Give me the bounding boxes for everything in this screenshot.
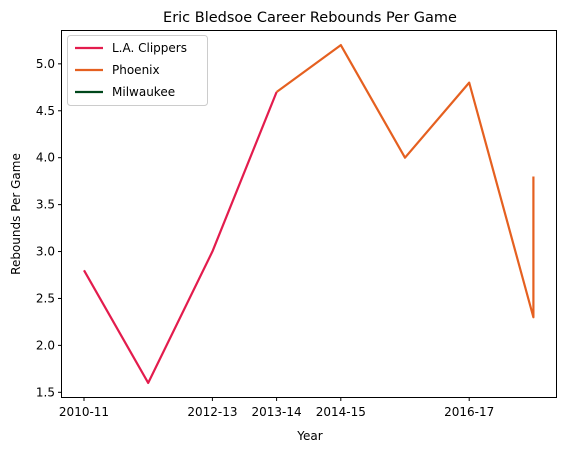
y-tick-label: 4.5 — [36, 104, 55, 118]
y-axis: 1.5 2.0 2.5 3.0 3.5 4.0 4.5 5.0 — [36, 57, 62, 399]
legend-label-l-a-clippers: L.A. Clippers — [112, 41, 187, 55]
chart-title: Eric Bledsoe Career Rebounds Per Game — [163, 10, 457, 26]
x-tick-label: 2010-11 — [59, 405, 109, 419]
x-axis-label: Year — [296, 429, 322, 443]
legend: L.A. Clippers Phoenix Milwaukee — [67, 35, 208, 106]
x-tick-label: 2016-17 — [444, 405, 494, 419]
x-tick-label: 2012-13 — [187, 405, 237, 419]
legend-label-phoenix: Phoenix — [112, 63, 160, 77]
plot-frame — [61, 30, 557, 398]
x-tick-label: 2014-15 — [316, 405, 366, 419]
y-tick-label: 2.0 — [36, 338, 55, 352]
series-lines — [83, 43, 535, 385]
series-line-phoenix — [275, 43, 535, 319]
y-tick-label: 1.5 — [36, 385, 55, 399]
y-tick-label: 4.0 — [36, 151, 55, 165]
y-tick-label: 3.5 — [36, 198, 55, 212]
series-line-l-a-clippers — [83, 91, 278, 385]
x-tick-label: 2013-14 — [252, 405, 302, 419]
y-tick-label: 5.0 — [36, 57, 55, 71]
x-axis: 2010-11 2012-13 2013-14 2014-15 2016-17 — [59, 397, 494, 419]
legend-label-milwaukee: Milwaukee — [112, 85, 175, 99]
y-tick-label: 3.0 — [36, 245, 55, 259]
y-tick-label: 2.5 — [36, 291, 55, 305]
legend-box — [67, 35, 208, 106]
y-axis-label: Rebounds Per Game — [9, 153, 23, 275]
